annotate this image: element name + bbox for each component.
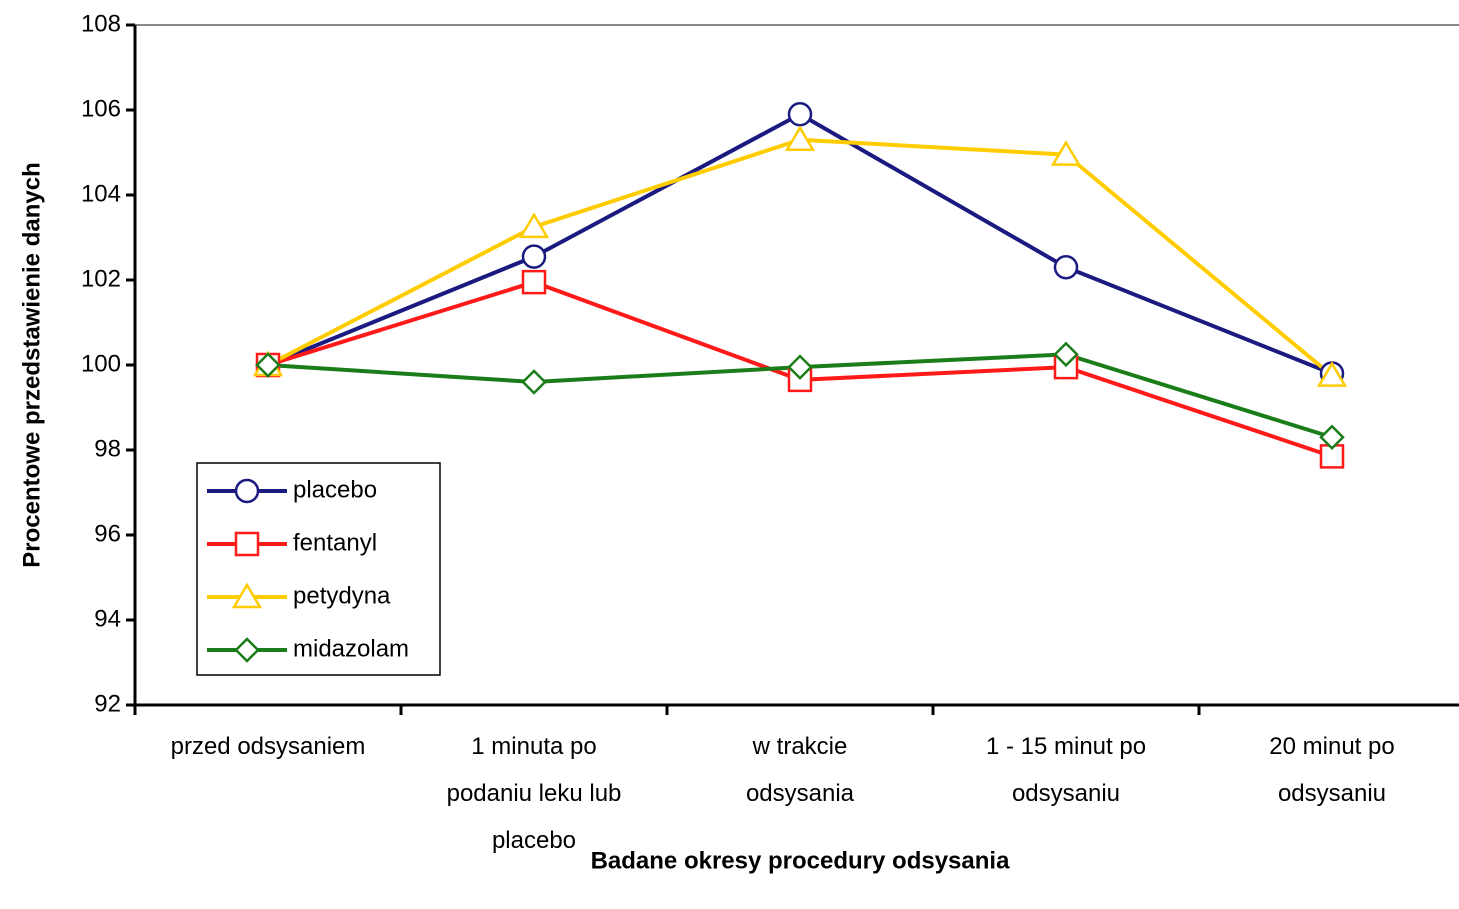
marker	[234, 531, 260, 557]
y-tick-label: 94	[94, 605, 121, 632]
y-axis-label: Procentowe przedstawienie danych	[18, 162, 45, 567]
x-tick-label: przed odsysaniem	[171, 733, 366, 760]
x-tick-label: 1 - 15 minut po odsysaniu	[986, 733, 1146, 807]
y-tick-label: 98	[94, 435, 121, 462]
y-tick-label: 102	[81, 265, 121, 292]
x-tick-label: w trakcie odsysania	[746, 733, 855, 807]
marker	[521, 369, 547, 395]
legend-label: midazolam	[293, 635, 409, 662]
legend-label: placebo	[293, 476, 377, 503]
marker	[1316, 361, 1348, 387]
marker	[784, 125, 816, 151]
marker	[521, 244, 547, 269]
series-line	[267, 137, 1334, 378]
marker	[787, 354, 813, 380]
legend-label: petydyna	[293, 582, 391, 609]
marker	[1050, 140, 1082, 166]
marker	[1053, 255, 1079, 280]
y-tick-label: 100	[81, 350, 121, 377]
y-tick-label: 108	[81, 10, 121, 37]
marker	[518, 212, 550, 239]
y-tick-label: 104	[81, 180, 121, 207]
marker	[234, 637, 260, 663]
marker	[1053, 341, 1079, 368]
y-tick-label: 106	[81, 95, 121, 122]
x-tick-label: 1 minuta po podaniu leku lub placebo	[447, 733, 622, 854]
x-tick-label: 20 minut po odsysaniu	[1269, 733, 1394, 807]
y-tick-label: 96	[94, 520, 121, 547]
marker	[1319, 424, 1345, 451]
x-axis-label: Badane okresy procedury odsysania	[591, 847, 1010, 874]
marker	[234, 478, 260, 504]
marker	[255, 352, 281, 378]
y-tick-label: 92	[94, 690, 121, 717]
marker	[787, 102, 813, 127]
marker	[231, 582, 263, 609]
legend-label: fentanyl	[293, 529, 377, 556]
marker	[521, 269, 547, 295]
